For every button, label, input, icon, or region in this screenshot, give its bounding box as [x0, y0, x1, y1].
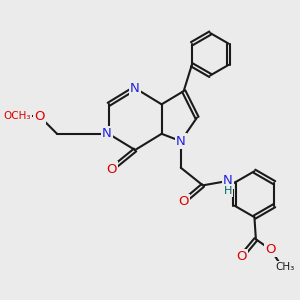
Text: O: O — [106, 163, 117, 176]
Text: N: N — [176, 135, 186, 148]
Text: O: O — [178, 195, 189, 208]
Text: H: H — [224, 186, 232, 196]
Text: OCH₃: OCH₃ — [4, 111, 31, 121]
Text: N: N — [130, 82, 140, 94]
Text: O: O — [34, 110, 45, 123]
Text: N: N — [102, 127, 112, 140]
Text: O: O — [236, 250, 246, 263]
Text: O: O — [266, 243, 276, 256]
Text: CH₃: CH₃ — [276, 262, 295, 272]
Text: N: N — [223, 174, 233, 188]
